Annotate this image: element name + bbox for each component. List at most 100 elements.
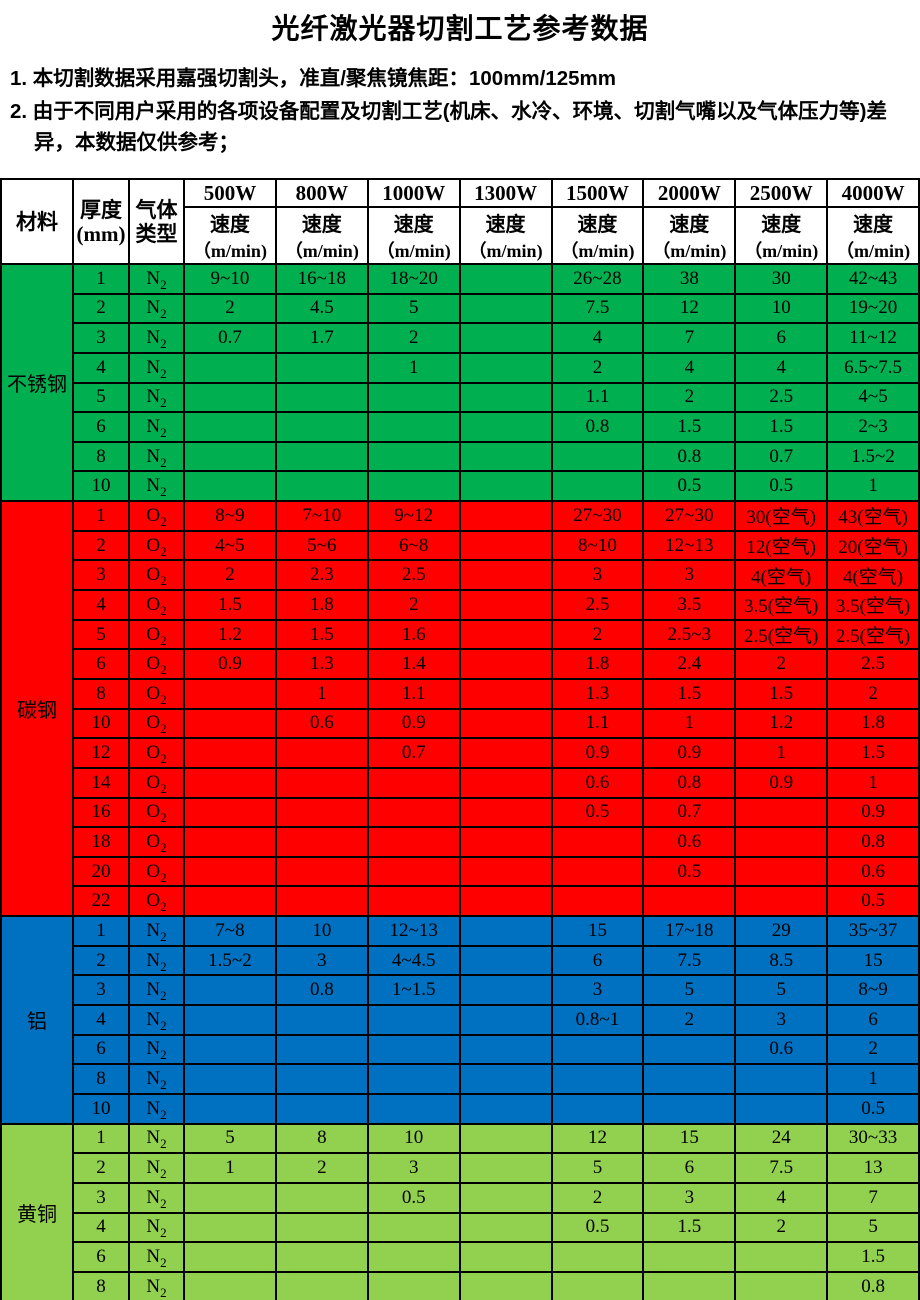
gas-cell: O2 [128, 855, 185, 888]
speed-cell: 0.6 [274, 707, 369, 740]
material-cell: 不锈钢 [0, 262, 74, 503]
speed-cell [458, 1152, 553, 1184]
gas-cell: O2 [128, 885, 185, 918]
speed-cell [274, 885, 369, 918]
speed-cell: 1.5 [183, 589, 277, 621]
speed-cell [458, 885, 553, 918]
thickness-cell: 8 [72, 440, 130, 473]
speed-header: 速度 （m/min) [458, 206, 553, 265]
speed-cell: 0.9 [826, 796, 920, 829]
speed-cell: 2 [274, 1152, 369, 1184]
speed-label: 速度 [761, 214, 802, 236]
speed-cell: 0.8 [826, 826, 920, 858]
speed-cell: 2~3 [826, 411, 920, 443]
speed-cell [734, 796, 829, 829]
gas-cell: N2 [128, 351, 185, 384]
speed-cell: 0.8 [826, 1270, 920, 1300]
speed-cell [458, 915, 553, 947]
speed-cell: 0.8 [550, 411, 645, 443]
speed-cell: 11~12 [826, 322, 920, 354]
speed-cell: 1.7 [274, 322, 369, 354]
speed-cell: 13 [826, 1152, 920, 1184]
speed-cell: 4~5 [183, 529, 277, 562]
speed-cell: 1.1 [550, 707, 645, 740]
speed-cell: 0.5 [734, 470, 829, 503]
table-row: 2 N2 2 4.5 5 7.5 12 10 19~20 [1, 292, 920, 325]
table-row: 8 N2 1 [1, 1063, 920, 1095]
thickness-cell: 6 [72, 411, 130, 443]
speed-cell: 15 [642, 1122, 737, 1155]
thickness-cell: 18 [72, 826, 130, 858]
speed-cell [274, 1092, 369, 1125]
speed-cell: 8~9 [826, 974, 920, 1007]
speed-cell [458, 1092, 553, 1125]
speed-cell: 10 [274, 915, 369, 947]
speed-cell [183, 737, 277, 769]
note-1: 1. 本切割数据采用嘉强切割头，准直/聚焦镜焦距：100mm/125mm [10, 67, 616, 90]
speed-cell [642, 1063, 737, 1095]
speed-cell: 3 [274, 944, 369, 977]
speed-cell [183, 411, 277, 443]
gas-cell: O2 [128, 648, 185, 680]
table-row: 8 N2 0.8 [1, 1270, 920, 1300]
speed-cell: 4(空气) [826, 559, 920, 592]
speed-cell: 6.5~7.5 [826, 351, 920, 384]
table-row: 铝 1 N2 7~8 10 12~13 15 17~18 29 35~37 [0, 915, 920, 1125]
gas-cell: N2 [128, 1063, 185, 1095]
table-row: 20 O2 0.5 0.6 [1, 855, 920, 888]
thickness-cell: 10 [72, 470, 130, 503]
speed-cell [183, 766, 277, 799]
speed-cell: 0.7 [734, 440, 829, 473]
speed-cell: 2 [642, 1004, 737, 1036]
speed-cell: 4(空气) [734, 559, 829, 592]
speed-cell: 2 [734, 1211, 829, 1244]
thickness-cell: 4 [72, 589, 130, 621]
speed-cell: 2.5 [734, 381, 829, 414]
speed-cell: 0.5 [366, 1181, 461, 1214]
speed-cell: 2 [183, 292, 277, 325]
table-row: 12 O2 0.7 0.9 0.9 1 1.5 [1, 737, 920, 769]
speed-cell: 10 [734, 292, 829, 325]
speed-cell [734, 1092, 829, 1125]
speed-cell: 5 [366, 292, 461, 325]
speed-cell: 0.8 [642, 766, 737, 799]
gas-cell: N2 [128, 381, 185, 414]
speed-cell: 0.9 [183, 648, 277, 680]
speed-cell: 2.5 [826, 648, 920, 680]
speed-cell [274, 1063, 369, 1095]
speed-cell: 15 [550, 915, 645, 947]
speed-cell: 18~20 [366, 263, 461, 295]
speed-cell [183, 470, 277, 503]
speed-cell [734, 826, 829, 858]
speed-cell: 7~10 [274, 500, 369, 532]
speed-cell: 5 [826, 1211, 920, 1244]
speed-cell: 0.6 [734, 1033, 829, 1066]
gas-type-header: 气体 类型 [128, 178, 185, 265]
thickness-header-line1: 厚度 [80, 197, 122, 222]
speed-cell [183, 796, 277, 829]
speed-unit-label: （m/min) [284, 241, 359, 261]
gas-cell: N2 [128, 915, 185, 947]
speed-cell: 2.3 [274, 559, 369, 592]
speed-cell [734, 1063, 829, 1095]
speed-cell: 0.7 [183, 322, 277, 354]
speed-cell [458, 322, 553, 354]
speed-cell [458, 381, 553, 414]
speed-cell [274, 796, 369, 829]
thickness-cell: 3 [72, 974, 130, 1007]
gas-cell: N2 [128, 322, 185, 354]
thickness-cell: 1 [72, 263, 130, 295]
speed-cell: 1 [826, 470, 920, 503]
speed-cell: 4.5 [274, 292, 369, 325]
speed-cell: 2.5(空气) [734, 618, 829, 651]
speed-cell: 0.8 [642, 440, 737, 473]
table-row: 6 N2 0.6 2 [1, 1033, 920, 1066]
speed-cell [366, 766, 461, 799]
thickness-cell: 16 [72, 796, 130, 829]
gas-cell: O2 [128, 559, 185, 592]
gas-header-line1: 气体 [135, 197, 178, 222]
speed-cell: 15 [826, 944, 920, 977]
speed-cell: 0.5 [642, 470, 737, 503]
gas-header-line2: 类型 [135, 221, 178, 246]
power-header: 4000W [826, 178, 920, 208]
